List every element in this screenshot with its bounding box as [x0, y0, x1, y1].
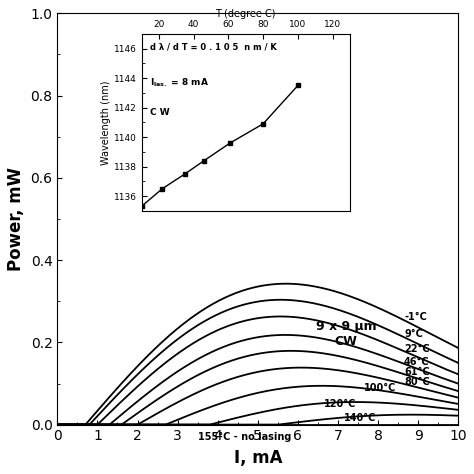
Text: 61°C: 61°C	[404, 367, 430, 377]
Text: 80°C: 80°C	[404, 377, 430, 387]
Text: 140°C: 140°C	[344, 413, 376, 423]
Text: 155°C - no lasing: 155°C - no lasing	[198, 432, 291, 442]
Text: 9°C: 9°C	[404, 329, 423, 339]
Text: 9 x 9 µm
CW: 9 x 9 µm CW	[316, 320, 376, 348]
X-axis label: I, mA: I, mA	[234, 449, 282, 467]
Text: 120°C: 120°C	[324, 399, 356, 409]
Text: 100°C: 100°C	[364, 383, 396, 393]
Text: 22°C: 22°C	[404, 344, 430, 354]
Y-axis label: Power, mW: Power, mW	[7, 167, 25, 271]
Text: 46°C: 46°C	[404, 356, 430, 366]
Text: -1°C: -1°C	[404, 312, 427, 322]
